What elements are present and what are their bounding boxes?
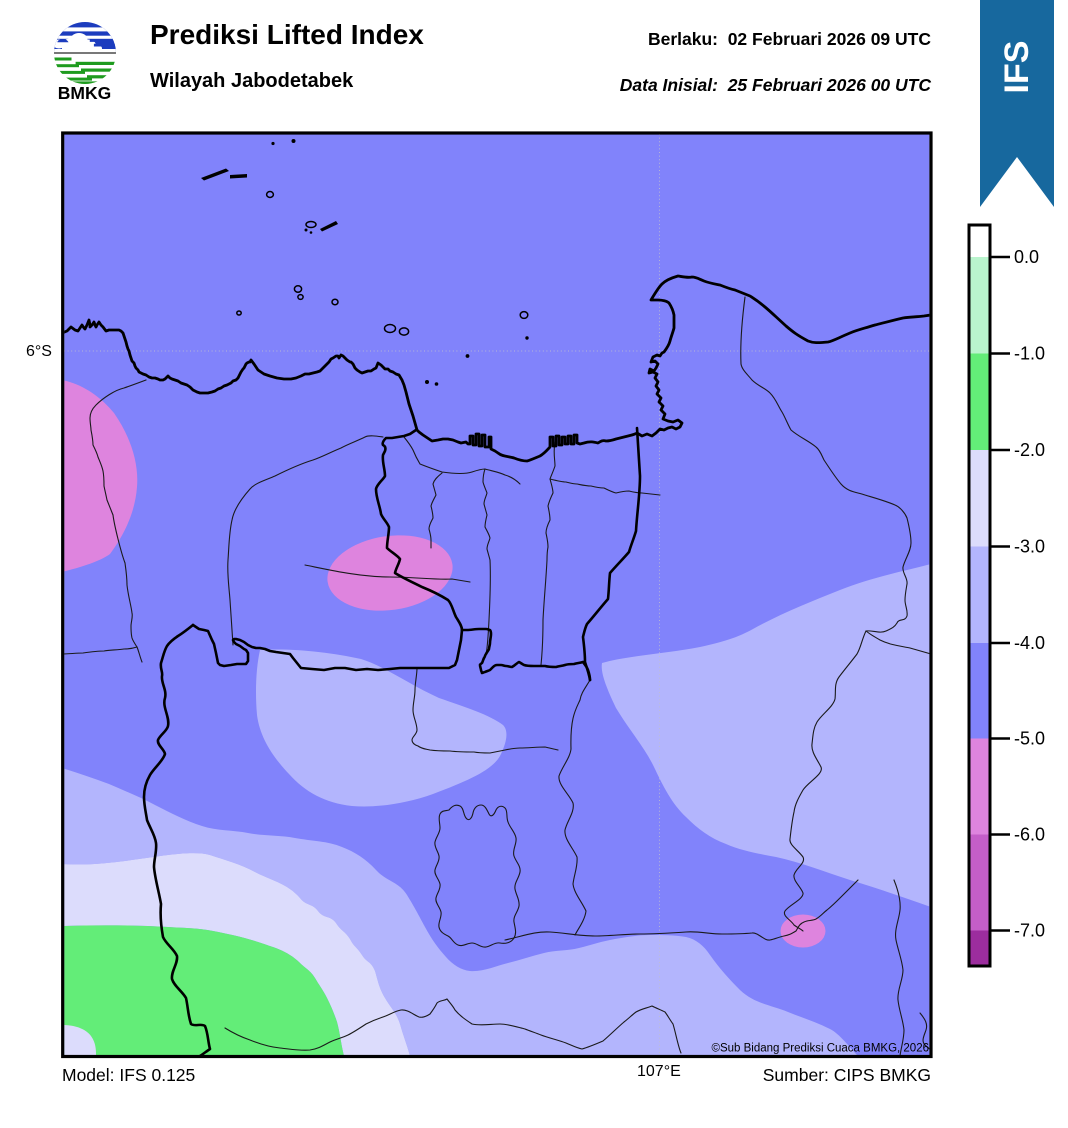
svg-text:IFS: IFS — [998, 41, 1036, 94]
svg-text:-5.0: -5.0 — [1014, 729, 1045, 749]
svg-text:BMKG: BMKG — [58, 83, 111, 103]
svg-text:0.0: 0.0 — [1014, 247, 1039, 267]
svg-text:-4.0: -4.0 — [1014, 633, 1045, 653]
svg-text:©Sub Bidang Prediksi Cuaca BMK: ©Sub Bidang Prediksi Cuaca BMKG, 2026 — [711, 1043, 929, 1055]
svg-text:-3.0: -3.0 — [1014, 537, 1045, 557]
svg-text:-6.0: -6.0 — [1014, 825, 1045, 845]
svg-text:-7.0: -7.0 — [1014, 921, 1045, 941]
svg-text:-1.0: -1.0 — [1014, 344, 1045, 364]
svg-text:-2.0: -2.0 — [1014, 440, 1045, 460]
